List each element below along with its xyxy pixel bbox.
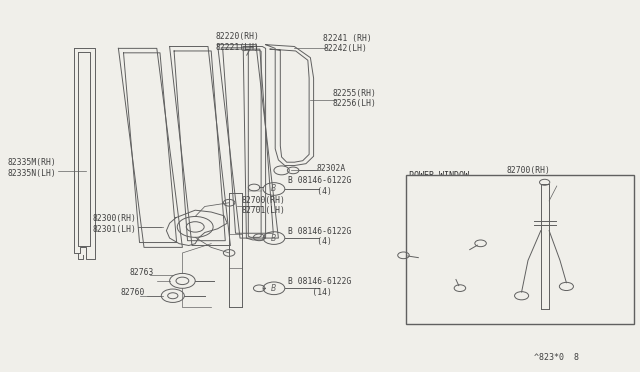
FancyBboxPatch shape (406, 175, 634, 324)
Text: 82700(RH)
82701(LH): 82700(RH) 82701(LH) (507, 166, 551, 186)
Text: B 08146-6122G
     (14): B 08146-6122G (14) (288, 278, 351, 297)
Text: B: B (271, 234, 276, 243)
Text: B 08146-6122G
      (4): B 08146-6122G (4) (288, 176, 351, 196)
Text: 82700(RH)
82701(LH): 82700(RH) 82701(LH) (242, 196, 286, 215)
Text: B: B (271, 284, 276, 293)
Text: 82255(RH)
82256(LH): 82255(RH) 82256(LH) (333, 89, 377, 108)
Text: POWER WINDOW: POWER WINDOW (409, 171, 469, 180)
Text: ^823*0  8: ^823*0 8 (534, 353, 579, 362)
Text: 82300(RH)
82301(LH): 82300(RH) 82301(LH) (93, 214, 137, 234)
Text: 82763: 82763 (129, 268, 154, 277)
Text: 82220(RH)
82221(LH): 82220(RH) 82221(LH) (216, 32, 260, 52)
Text: 82241 (RH)
82242(LH): 82241 (RH) 82242(LH) (323, 34, 372, 53)
Text: 82335M(RH)
82335N(LH): 82335M(RH) 82335N(LH) (8, 158, 56, 178)
Text: 82302A: 82302A (317, 164, 346, 173)
Text: 82752(RH)
82753(LH): 82752(RH) 82753(LH) (410, 230, 454, 249)
Text: B: B (271, 185, 276, 193)
Text: 82760: 82760 (120, 288, 145, 297)
Text: B 08146-6122G
      (4): B 08146-6122G (4) (288, 227, 351, 246)
